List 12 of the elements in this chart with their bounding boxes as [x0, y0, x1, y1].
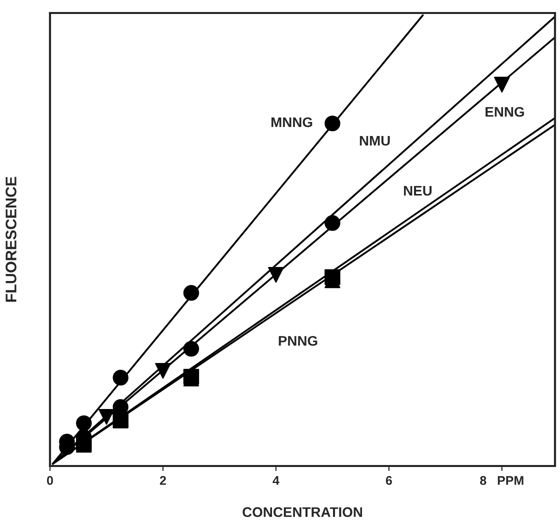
y-axis-title: FLUORESCENCE [6, 176, 16, 302]
x-tick-label: 2 [160, 476, 166, 485]
x-tick-label: 4 [272, 476, 280, 485]
x-tick-label: 0 [47, 476, 53, 485]
annotation: NMU [360, 136, 390, 146]
series-label: MNNG [271, 117, 312, 128]
annotation: ENNG [486, 106, 524, 117]
x-axis-title: CONCENTRATION [242, 507, 362, 518]
annotation: NEU [404, 186, 432, 196]
annotation: PNNG [278, 336, 318, 346]
x-tick-label: 8 PPM [480, 476, 524, 485]
x-tick-label: 6 [386, 476, 392, 485]
